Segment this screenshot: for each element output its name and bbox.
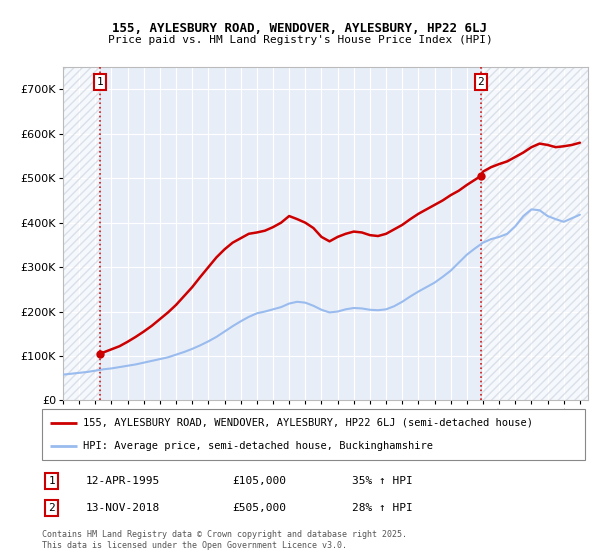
Text: 2: 2 xyxy=(49,503,55,513)
Text: Price paid vs. HM Land Registry's House Price Index (HPI): Price paid vs. HM Land Registry's House … xyxy=(107,35,493,45)
Bar xyxy=(63,67,100,400)
Text: £105,000: £105,000 xyxy=(232,475,286,486)
Text: 2: 2 xyxy=(478,77,484,87)
Text: £505,000: £505,000 xyxy=(232,503,286,513)
Text: 155, AYLESBURY ROAD, WENDOVER, AYLESBURY, HP22 6LJ (semi-detached house): 155, AYLESBURY ROAD, WENDOVER, AYLESBURY… xyxy=(83,418,533,428)
FancyBboxPatch shape xyxy=(42,409,585,460)
Bar xyxy=(481,67,588,400)
Text: 13-NOV-2018: 13-NOV-2018 xyxy=(85,503,160,513)
Text: 12-APR-1995: 12-APR-1995 xyxy=(85,475,160,486)
Text: Contains HM Land Registry data © Crown copyright and database right 2025.
This d: Contains HM Land Registry data © Crown c… xyxy=(42,530,407,550)
Text: 1: 1 xyxy=(49,475,55,486)
Text: 28% ↑ HPI: 28% ↑ HPI xyxy=(352,503,412,513)
Text: 155, AYLESBURY ROAD, WENDOVER, AYLESBURY, HP22 6LJ: 155, AYLESBURY ROAD, WENDOVER, AYLESBURY… xyxy=(113,22,487,35)
Text: HPI: Average price, semi-detached house, Buckinghamshire: HPI: Average price, semi-detached house,… xyxy=(83,441,433,451)
Text: 1: 1 xyxy=(96,77,103,87)
Text: 35% ↑ HPI: 35% ↑ HPI xyxy=(352,475,412,486)
